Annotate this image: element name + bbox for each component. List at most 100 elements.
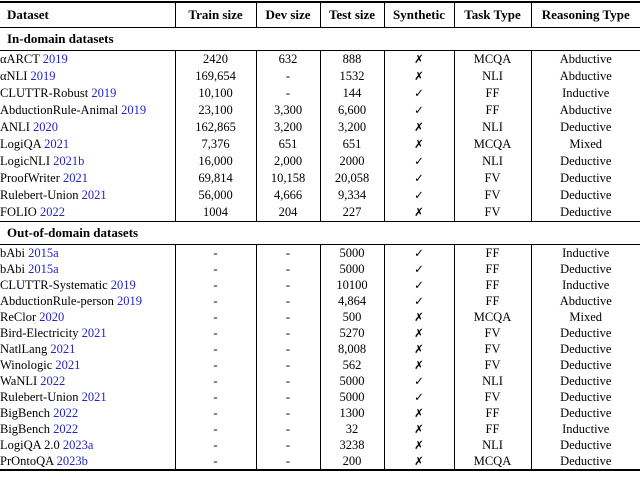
checkmark-icon: ✓: [414, 245, 424, 260]
test-size-cell: 5000: [319, 389, 384, 405]
dataset-name: αNLI: [0, 69, 31, 83]
reasoning-type-cell: Inductive: [530, 244, 640, 261]
checkmark-icon: ✓: [414, 86, 424, 100]
test-size-cell: 9,334: [319, 187, 384, 204]
synthetic-cell: ✗: [383, 309, 454, 325]
table-row: PrOntoQA 2023b - -200 ✗ MCQA Deductive: [0, 453, 640, 471]
out-of-domain-section: Out-of-domain datasets bAbi 2015a - -5000 ✓…: [0, 221, 640, 471]
citation-year-link[interactable]: 2022: [53, 405, 79, 420]
test-size-cell: 8,008: [319, 341, 384, 357]
test-size-cell: 200: [319, 453, 384, 471]
task-type-cell: FV: [453, 204, 531, 222]
dataset-name: PrOntoQA: [0, 453, 57, 468]
synthetic-cell: ✗: [383, 453, 454, 471]
citation-year-link[interactable]: 2021: [81, 389, 107, 404]
citation-year-link[interactable]: 2021: [50, 341, 76, 356]
dataset-cell: αARCT 2019: [0, 51, 175, 69]
dataset-cell: bAbi 2015a: [0, 261, 175, 277]
train-size-cell: 16,000: [174, 153, 256, 170]
cross-icon: ✗: [414, 421, 424, 436]
citation-year-link[interactable]: 2021: [81, 188, 107, 202]
dataset-name: CLUTTR-Systematic: [0, 277, 111, 292]
column-header-synthetic: Synthetic: [383, 1, 454, 28]
citation-year-link[interactable]: 2023b: [56, 453, 88, 468]
section-header-row: In-domain datasets: [0, 27, 640, 51]
citation-year-link[interactable]: 2019: [110, 277, 136, 292]
dataset-cell: AbductionRule-person 2019: [0, 293, 175, 309]
synthetic-cell: ✓: [383, 153, 454, 170]
table-row: NatlLang 2021- -8,008 ✗ FV Deductive: [0, 341, 640, 357]
table-row: WaNLI 2022- -5000 ✓ NLI Deductive: [0, 373, 640, 389]
citation-year-link[interactable]: 2019: [121, 103, 147, 117]
dev-size-cell: 3,300: [255, 102, 320, 119]
citation-year-link[interactable]: 2019: [30, 69, 56, 83]
synthetic-cell: ✓: [383, 85, 454, 102]
citation-year-link[interactable]: 2022: [40, 373, 66, 388]
checkmark-icon: ✓: [414, 373, 424, 388]
dataset-cell: AbductionRule-Animal 2019: [0, 102, 175, 119]
cross-icon: ✗: [414, 357, 424, 372]
citation-year-link[interactable]: 2021b: [53, 154, 85, 168]
synthetic-cell: ✓: [383, 244, 454, 261]
test-size-cell: 5000: [319, 373, 384, 389]
dev-size-cell: 632: [255, 50, 320, 68]
dataset-name: LogiQA 2.0: [0, 437, 63, 452]
dev-size-cell: -: [255, 389, 320, 405]
dataset-cell: bAbi 2015a: [0, 245, 175, 262]
column-header-task-type: Task Type: [453, 1, 531, 28]
section-title-in-domain: In-domain datasets: [0, 27, 640, 51]
test-size-cell: 651: [319, 136, 384, 153]
cross-icon: ✗: [414, 137, 424, 151]
citation-year-link[interactable]: 2019: [42, 52, 68, 66]
checkmark-icon: ✓: [414, 103, 424, 117]
dev-size-cell: 4,666: [255, 187, 320, 204]
test-size-cell: 5000: [319, 244, 384, 261]
column-header-train-size: Train size: [174, 1, 256, 28]
citation-year-link[interactable]: 2022: [39, 205, 65, 219]
citation-year-link[interactable]: 2021: [55, 357, 81, 372]
citation-year-link[interactable]: 2015a: [28, 261, 59, 276]
dataset-cell: FOLIO 2022: [0, 204, 175, 222]
train-size-cell: 69,814: [174, 170, 256, 187]
reasoning-type-cell: Deductive: [530, 373, 640, 389]
reasoning-type-cell: Abductive: [530, 50, 640, 68]
citation-year-link[interactable]: 2020: [32, 120, 58, 134]
train-size-cell: -: [174, 373, 256, 389]
table-row: LogicNLI 2021b 16,000 2,000 2000 ✓ NLI Deducti…: [0, 153, 640, 170]
cross-icon: ✗: [414, 405, 424, 420]
synthetic-cell: ✓: [383, 293, 454, 309]
dataset-name: BigBench: [0, 405, 54, 420]
citation-year-link[interactable]: 2021: [63, 171, 89, 185]
citation-year-link[interactable]: 2020: [39, 309, 65, 324]
synthetic-cell: ✗: [383, 405, 454, 421]
cross-icon: ✗: [414, 341, 424, 356]
dataset-cell: CLUTTR-Systematic 2019: [0, 277, 175, 293]
task-type-cell: FF: [453, 261, 531, 277]
dataset-name: LogiQA: [0, 137, 45, 151]
dataset-name: Rulebert-Union: [0, 389, 82, 404]
column-header-dataset: Dataset: [0, 1, 175, 28]
citation-year-link[interactable]: 2021: [44, 137, 70, 151]
citation-year-link[interactable]: 2023a: [62, 437, 94, 452]
synthetic-cell: ✓: [383, 277, 454, 293]
reasoning-type-cell: Deductive: [530, 437, 640, 453]
citation-year-link[interactable]: 2021: [81, 325, 107, 340]
train-size-cell: -: [174, 261, 256, 277]
citation-year-link[interactable]: 2015a: [28, 245, 59, 260]
reasoning-type-cell: Abductive: [530, 293, 640, 309]
synthetic-cell: ✗: [383, 357, 454, 373]
dataset-cell: LogiQA 2021: [0, 136, 175, 153]
synthetic-cell: ✗: [383, 421, 454, 437]
citation-year-link[interactable]: 2022: [53, 421, 79, 436]
cross-icon: ✗: [414, 309, 424, 324]
train-size-cell: -: [174, 437, 256, 453]
test-size-cell: 500: [319, 309, 384, 325]
train-size-cell: 169,654: [174, 68, 256, 85]
citation-year-link[interactable]: 2019: [91, 86, 117, 100]
table-row: CLUTTR-Systematic 2019- -10100 ✓ FF Inductiv…: [0, 277, 640, 293]
test-size-cell: 4,864: [319, 293, 384, 309]
citation-year-link[interactable]: 2019: [117, 293, 142, 308]
table-row: AbductionRule-person 2019- -4,864 ✓ FF Abduc…: [0, 293, 640, 309]
in-domain-section: In-domain datasets αARCT 2019 2420 632 888 ✗…: [0, 27, 640, 222]
